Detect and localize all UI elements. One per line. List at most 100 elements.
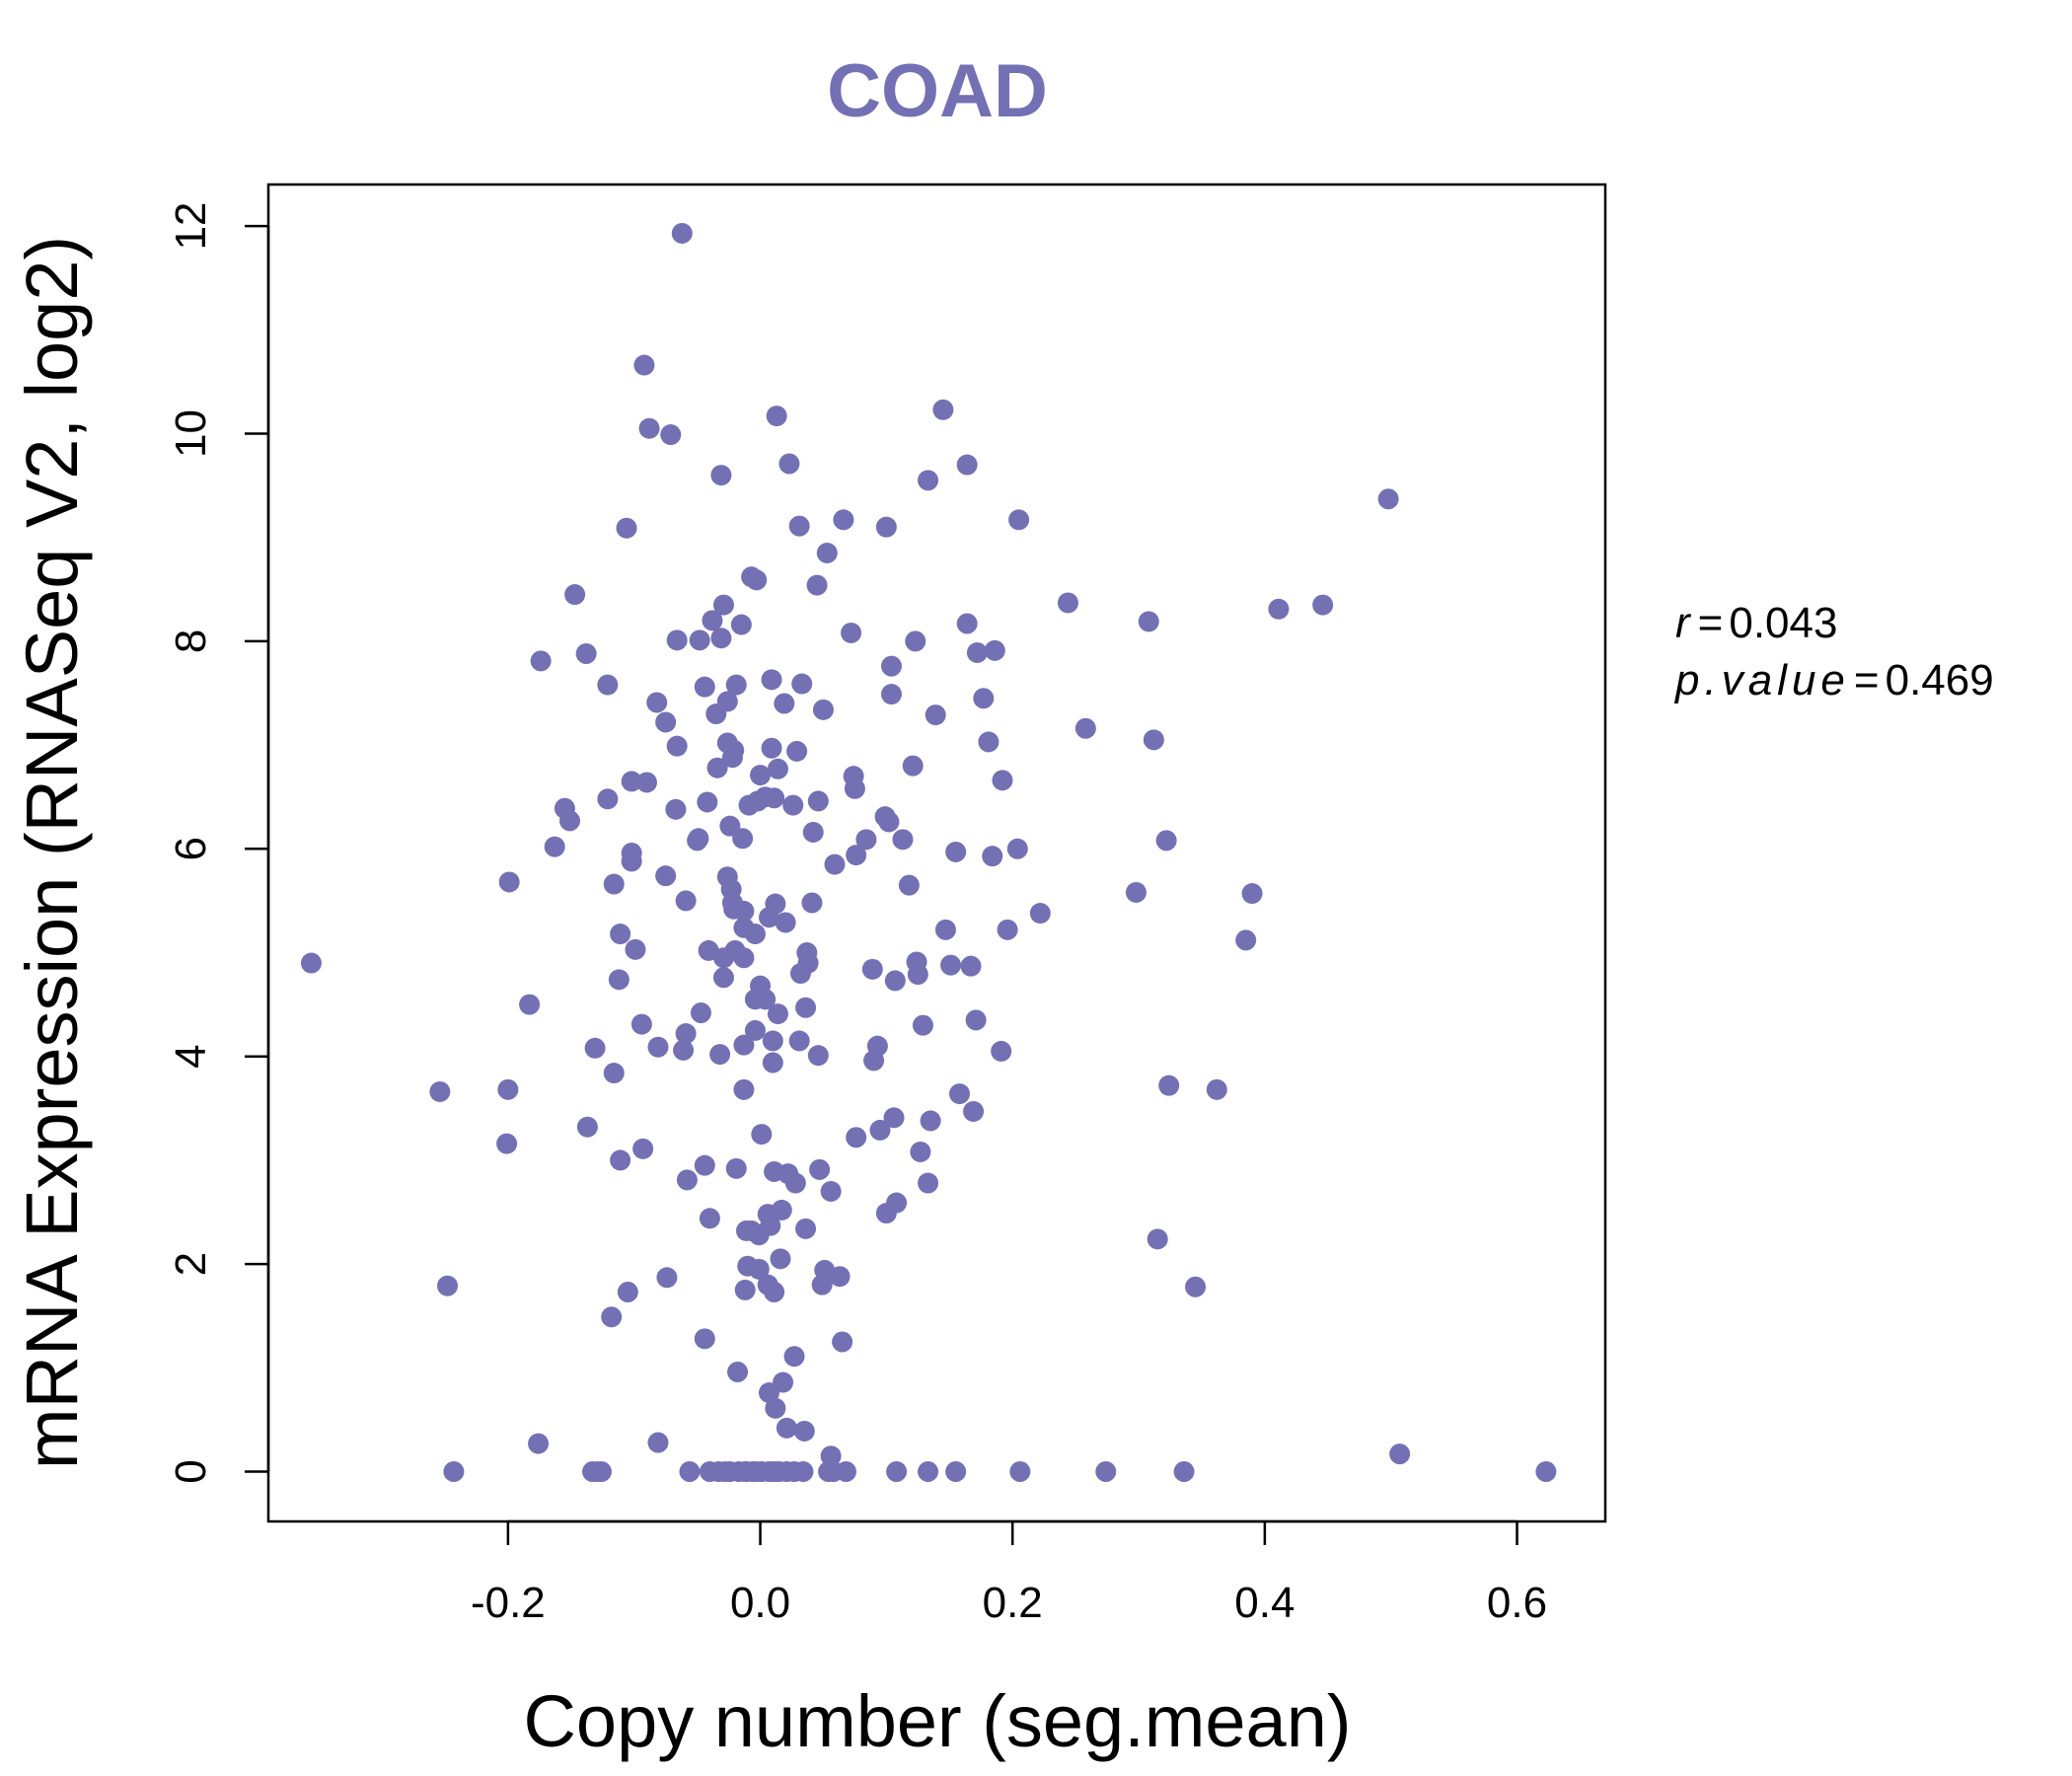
data-point (702, 610, 723, 631)
data-point (676, 1169, 698, 1191)
data-point (820, 1180, 842, 1202)
data-point (960, 955, 982, 977)
data-point (709, 1044, 731, 1066)
data-point (655, 865, 677, 887)
data-point (1009, 1461, 1031, 1483)
data-point (530, 650, 552, 672)
data-point (824, 853, 846, 875)
y-axis-label: mRNA Expression (RNASeq V2, log2) (11, 236, 93, 1469)
data-point (617, 1282, 638, 1303)
data-point (910, 1141, 931, 1162)
data-point (1389, 1443, 1411, 1465)
p-label: p.value (1673, 656, 1850, 704)
data-point (723, 739, 745, 761)
data-point (1241, 883, 1263, 905)
data-point (666, 735, 688, 757)
data-point (991, 1040, 1012, 1062)
data-point (725, 1157, 747, 1179)
data-point (710, 628, 732, 649)
data-point (675, 1023, 697, 1045)
data-point (898, 874, 920, 896)
data-point (844, 777, 865, 799)
p-stat: p.value= 0.469 (1673, 656, 1994, 704)
data-point (679, 1461, 701, 1483)
data-point (761, 669, 782, 691)
data-points (300, 222, 1557, 1483)
x-axis-label: Copy number (seg.mean) (523, 1680, 1351, 1762)
data-point (706, 757, 728, 778)
data-point (665, 798, 687, 820)
data-point (886, 1192, 908, 1214)
data-point (1006, 838, 1028, 859)
data-point (770, 1248, 791, 1270)
data-point (638, 417, 660, 439)
data-point (656, 1267, 678, 1289)
data-point (997, 919, 1018, 940)
data-point (782, 794, 804, 816)
data-point (1185, 1276, 1207, 1297)
data-point (982, 846, 1003, 867)
data-point (902, 755, 924, 777)
data-point (632, 1138, 654, 1159)
data-point (597, 674, 619, 696)
data-point (784, 1172, 806, 1194)
x-tick-label: 0.4 (1234, 1579, 1295, 1627)
data-point (675, 890, 697, 912)
data-point (660, 424, 682, 446)
data-point (748, 1258, 770, 1280)
x-tick-label: 0.6 (1487, 1579, 1547, 1627)
data-point (932, 399, 954, 420)
data-point (621, 771, 642, 792)
data-point (751, 1124, 773, 1146)
data-point (673, 1039, 695, 1061)
data-point (1008, 509, 1030, 531)
data-point (625, 938, 646, 960)
r-equals: = (1698, 599, 1724, 647)
data-point (1095, 1461, 1117, 1483)
data-point (835, 1461, 856, 1483)
data-point (767, 758, 788, 779)
data-point (1138, 611, 1159, 632)
data-point (633, 354, 655, 376)
data-point (956, 613, 978, 634)
data-point (1206, 1078, 1227, 1100)
data-point (774, 693, 795, 714)
data-point (783, 1346, 805, 1368)
data-point (984, 639, 1005, 661)
data-point (1125, 881, 1147, 903)
y-tick-label: 4 (167, 1044, 215, 1068)
x-tick-label: 0.0 (730, 1579, 790, 1627)
data-point (963, 1100, 985, 1122)
data-point (773, 1371, 794, 1393)
data-point (793, 1420, 815, 1442)
data-point (978, 731, 999, 753)
p-value: 0.469 (1886, 656, 1994, 704)
data-point (699, 1208, 720, 1229)
data-point (884, 970, 906, 992)
data-point (1173, 1461, 1195, 1483)
data-point (764, 787, 785, 809)
data-point (744, 924, 766, 945)
data-point (797, 952, 819, 974)
data-point (1074, 717, 1096, 739)
data-point (630, 1013, 652, 1035)
data-point (750, 765, 772, 786)
data-point (697, 791, 718, 813)
r-label: r (1675, 599, 1692, 647)
data-point (760, 1215, 781, 1236)
data-point (690, 1002, 711, 1024)
data-point (1057, 592, 1078, 614)
data-point (647, 1036, 669, 1058)
data-point (732, 828, 754, 850)
data-point (795, 1218, 817, 1239)
data-point (807, 790, 829, 812)
data-point (934, 919, 956, 940)
data-point (744, 1019, 766, 1041)
data-point (791, 673, 813, 695)
data-point (755, 989, 777, 1010)
data-point (694, 1154, 715, 1176)
data-point (300, 952, 322, 974)
data-point (869, 1119, 891, 1141)
